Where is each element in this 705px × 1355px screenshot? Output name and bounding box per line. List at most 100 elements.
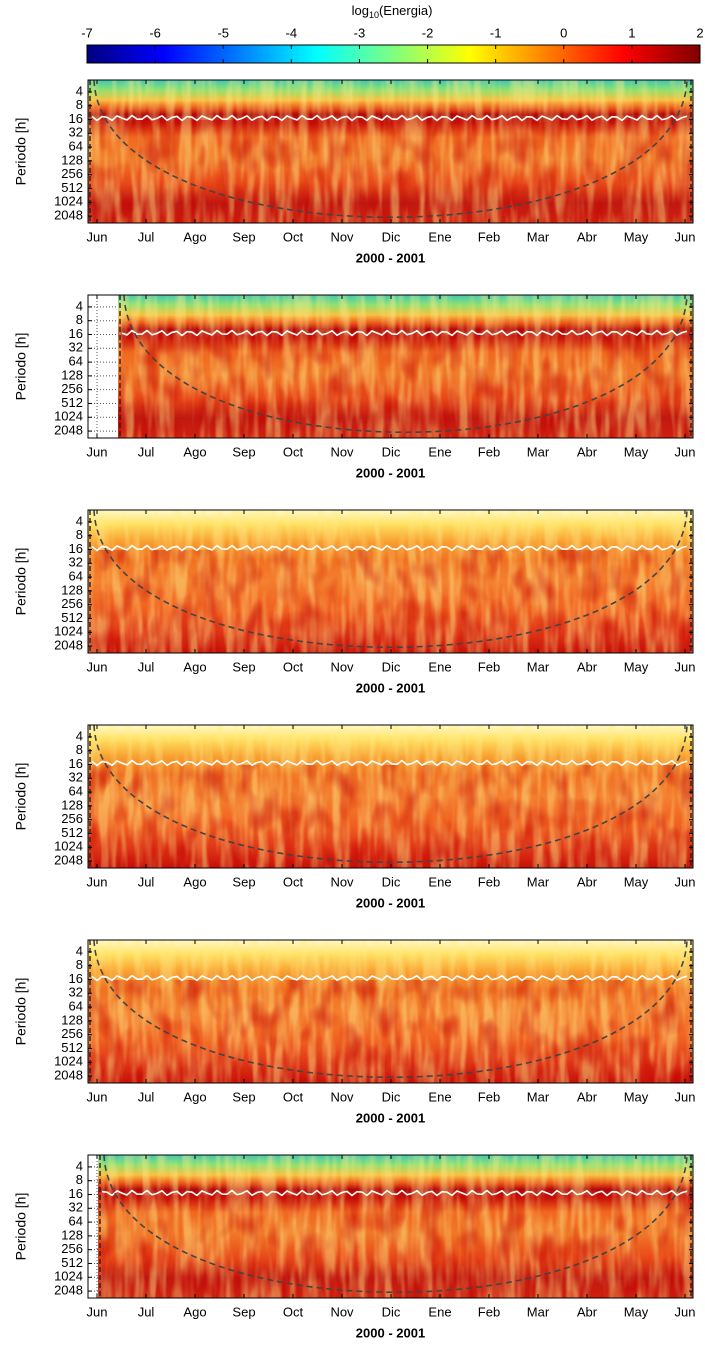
x-tick-label: Jun [87, 1089, 108, 1104]
x-tick-label: Nov [330, 229, 354, 244]
x-tick-label: Abr [577, 1089, 598, 1104]
cone-of-influence [93, 79, 688, 218]
heatmap-texture [98, 1195, 693, 1298]
x-tick-label: Jul [138, 1089, 155, 1104]
heatmap-texture [88, 120, 693, 223]
x-tick-label: Jul [138, 229, 155, 244]
y-tick-label: 64 [69, 1214, 83, 1229]
cone-of-influence [93, 939, 688, 1078]
x-tick-label: Ene [428, 874, 451, 889]
x-tick-label: Jun [675, 874, 696, 889]
y-tick-label: 8 [76, 1172, 83, 1187]
y-tick-label: 512 [61, 180, 83, 195]
x-tick-label: Nov [330, 874, 354, 889]
x-tick-label: Jun [675, 659, 696, 674]
x-tick-label: May [624, 229, 649, 244]
y-axis-label: Periodo [h] [13, 978, 29, 1046]
x-tick-label: Sep [232, 444, 255, 459]
x-tick-label: Feb [478, 659, 500, 674]
heatmap-texture [88, 765, 693, 868]
x-tick-label: May [624, 874, 649, 889]
x-tick-label: Jun [87, 1304, 108, 1319]
y-tick-label: 2048 [54, 853, 83, 868]
y-tick-label: 1024 [54, 1269, 83, 1284]
x-tick-label: Jun [87, 874, 108, 889]
x-tick-label: Feb [478, 1304, 500, 1319]
x-tick-label: Ago [183, 229, 206, 244]
colorbar-tick-label: 1 [628, 25, 635, 40]
x-tick-label: Ago [183, 874, 206, 889]
x-tick-label: Abr [577, 444, 598, 459]
x-tick-label: Dic [382, 229, 401, 244]
x-tick-label: Jul [138, 1304, 155, 1319]
colorbar [86, 44, 701, 64]
y-tick-label: 2048 [54, 1068, 83, 1083]
colorbar-tick-label: -7 [81, 25, 93, 40]
colorbar-label: log10(Energia) [352, 3, 433, 20]
x-tick-label: Abr [577, 1304, 598, 1319]
x-tick-label: Nov [330, 1089, 354, 1104]
y-tick-label: 256 [61, 1241, 83, 1256]
y-tick-label: 8 [76, 527, 83, 542]
x-tick-label: May [624, 1089, 649, 1104]
x-tick-label: Oct [283, 1304, 304, 1319]
y-tick-label: 256 [61, 811, 83, 826]
y-tick-label: 512 [61, 610, 83, 625]
x-tick-label: Jul [138, 444, 155, 459]
x-tick-label: Oct [283, 1089, 304, 1104]
y-tick-label: 32 [69, 1200, 83, 1215]
x-axis-label: 2000 - 2001 [356, 1110, 425, 1125]
y-tick-label: 16 [69, 326, 83, 341]
y-tick-label: 32 [69, 985, 83, 1000]
y-tick-label: 8 [76, 97, 83, 112]
colorbar-tick-label: -5 [217, 25, 229, 40]
colorbar-tick-label: -2 [422, 25, 434, 40]
x-axis-label: 2000 - 2001 [356, 250, 425, 265]
y-axis-label: Periodo [h] [13, 1193, 29, 1261]
x-tick-label: Jun [675, 1089, 696, 1104]
y-tick-label: 128 [61, 152, 83, 167]
y-tick-label: 4 [76, 298, 83, 313]
colorbar-tick-label: -1 [490, 25, 502, 40]
y-tick-label: 512 [61, 825, 83, 840]
x-tick-label: Jun [675, 1304, 696, 1319]
y-tick-label: 64 [69, 139, 83, 154]
y-tick-label: 64 [69, 354, 83, 369]
x-tick-label: Sep [232, 1304, 255, 1319]
x-tick-label: Mar [527, 874, 550, 889]
cone-of-influence [123, 294, 688, 433]
x-tick-label: Mar [527, 659, 550, 674]
y-tick-label: 1024 [54, 409, 83, 424]
y-tick-label: 128 [61, 1012, 83, 1027]
x-tick-label: Mar [527, 229, 550, 244]
y-tick-label: 256 [61, 596, 83, 611]
y-tick-label: 512 [61, 1255, 83, 1270]
x-tick-label: Nov [330, 659, 354, 674]
x-tick-label: Mar [527, 1304, 550, 1319]
x-tick-label: Ene [428, 1089, 451, 1104]
y-tick-label: 256 [61, 381, 83, 396]
x-tick-label: Feb [478, 1089, 500, 1104]
y-tick-label: 1024 [54, 624, 83, 639]
x-axis-label: 2000 - 2001 [356, 680, 425, 695]
y-tick-label: 128 [61, 797, 83, 812]
x-tick-label: Jun [87, 444, 108, 459]
colorbar-tick-label: -6 [149, 25, 161, 40]
y-tick-label: 1024 [54, 1054, 83, 1069]
x-tick-label: Sep [232, 1089, 255, 1104]
y-tick-label: 1024 [54, 194, 83, 209]
contour [91, 544, 688, 552]
x-tick-label: Ene [428, 444, 451, 459]
x-tick-label: Dic [382, 659, 401, 674]
x-tick-label: Dic [382, 1304, 401, 1319]
x-tick-label: Mar [527, 444, 550, 459]
y-tick-label: 32 [69, 770, 83, 785]
colorbar-tick-label: 0 [560, 25, 567, 40]
x-tick-label: May [624, 444, 649, 459]
cone-of-influence [93, 509, 688, 648]
x-tick-label: Jun [675, 229, 696, 244]
